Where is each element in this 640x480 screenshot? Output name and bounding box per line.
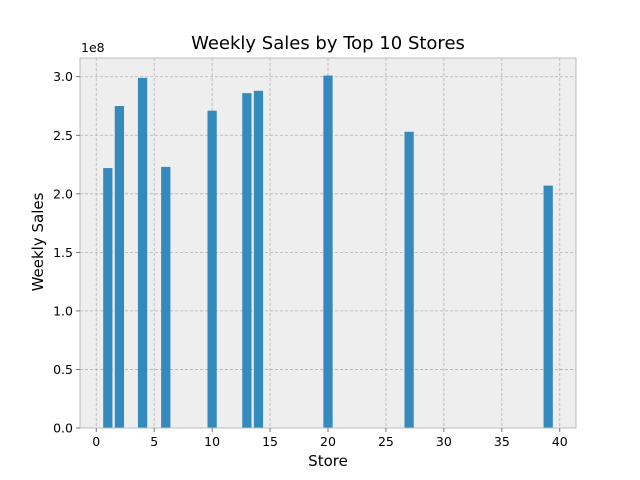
x-tick-label: 20 [320, 434, 336, 449]
bar-store-13 [242, 93, 252, 428]
x-tick-label: 40 [552, 434, 568, 449]
y-tick-label: 2.5 [53, 128, 73, 143]
x-tick-label: 35 [494, 434, 510, 449]
y-tick-label: 1.5 [53, 245, 73, 260]
x-tick-label: 30 [436, 434, 452, 449]
bar-store-6 [161, 166, 171, 429]
x-tick-label: 10 [204, 434, 220, 449]
bar-store-2 [114, 106, 125, 428]
y-tick-label: 2.0 [53, 186, 73, 201]
bar-store-10 [207, 110, 217, 428]
x-tick-label: 15 [262, 434, 278, 449]
y-tick-label: 3.0 [53, 69, 73, 84]
bar-store-27 [404, 131, 414, 429]
bar-store-4 [137, 77, 148, 428]
bar-store-1 [103, 168, 113, 428]
bar-store-14 [253, 90, 264, 428]
x-axis-ticks: 0 5 10 15 20 25 30 35 40 [92, 428, 568, 449]
bars [103, 75, 553, 429]
chart-title: Weekly Sales by Top 10 Stores [191, 33, 465, 54]
y-axis-label: Weekly Sales [29, 192, 47, 291]
bar-store-20 [323, 75, 333, 428]
y-tick-label: 1.0 [53, 303, 73, 318]
x-tick-label: 5 [150, 434, 158, 449]
y-axis-offset-label: 1e8 [81, 40, 105, 55]
y-tick-label: 0.0 [53, 421, 73, 436]
y-tick-label: 0.5 [53, 362, 73, 377]
y-axis-ticks: 0.0 0.5 1.0 1.5 2.0 2.5 3.0 [53, 69, 80, 436]
x-axis-label: Store [308, 452, 348, 470]
x-tick-label: 25 [378, 434, 394, 449]
x-tick-label: 0 [92, 434, 100, 449]
bar-store-39 [543, 185, 553, 428]
